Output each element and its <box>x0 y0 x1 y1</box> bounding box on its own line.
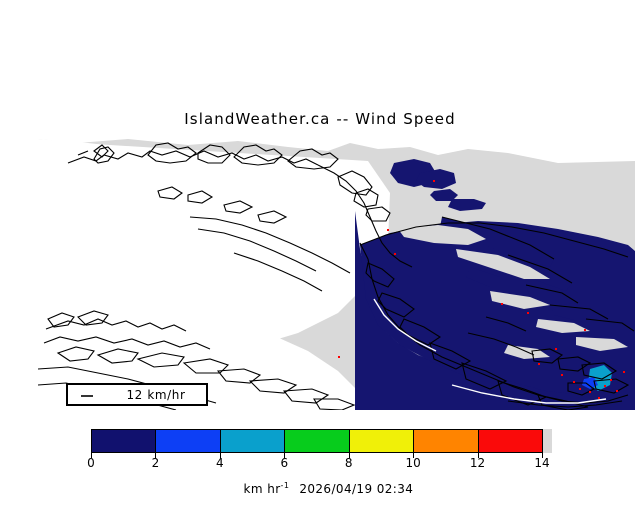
station-markers <box>338 180 625 399</box>
colorbar-segment-8-10 <box>349 430 415 452</box>
colorbar-segments <box>91 429 543 453</box>
page-title: IslandWeather.ca -- Wind Speed <box>184 110 456 128</box>
wind-barb-legend-label: 12 km/hr <box>126 388 186 402</box>
colorbar-segment-4-6 <box>220 430 286 452</box>
map-graphic <box>38 133 635 410</box>
wind-barb-legend: 12 km/hr <box>66 383 208 406</box>
colorbar-tick-label-2: 2 <box>151 456 160 470</box>
colorbar-tick-6 <box>284 453 286 458</box>
colorbar-tick-label-12: 12 <box>469 456 486 470</box>
colorbar-segment-6-8 <box>285 430 350 452</box>
colorbar-tick-14 <box>542 453 543 458</box>
colorbar-overflow-swatch <box>543 429 552 453</box>
colorbar-tick-label-6: 6 <box>280 456 289 470</box>
timestamp: 2026/04/19 02:34 <box>299 482 414 496</box>
colorbar-tick-12 <box>477 453 479 458</box>
colorbar-tick-label-14: 14 <box>534 456 550 470</box>
colorbar-tick-label-4: 4 <box>216 456 224 470</box>
colorbar-segment-0-2 <box>92 430 157 452</box>
units-label: km hr <box>243 482 281 496</box>
map-panel[interactable] <box>38 133 635 410</box>
colorbar-tick-10 <box>413 453 415 458</box>
weather-map-page: IslandWeather.ca -- Wind Speed <box>0 110 640 496</box>
units-exponent: -1 <box>280 481 290 490</box>
colorbar-tick-label-0: 0 <box>87 456 95 470</box>
colorbar-segment-10-12 <box>414 430 479 452</box>
colorbar-segment-12-14 <box>478 430 542 452</box>
colorbar-tick-0 <box>91 453 92 458</box>
colorbar-tick-2 <box>155 453 157 458</box>
colorbar-segment-2-4 <box>156 430 221 452</box>
colorbar-ticks <box>91 453 551 459</box>
colorbar-tick-labels: 0 2 4 6 8 10 12 14 <box>0 456 640 472</box>
colorbar-tick-4 <box>219 453 221 458</box>
colorbar-tick-label-10: 10 <box>405 456 421 470</box>
colorbar-tick-label-8: 8 <box>344 456 353 470</box>
wind-barb-icon <box>81 395 93 397</box>
colorbar-tick-8 <box>348 453 350 458</box>
colorbar <box>91 429 552 453</box>
colorbar-units-and-timestamp: km hr-1 2026/04/19 02:34 <box>0 467 640 510</box>
